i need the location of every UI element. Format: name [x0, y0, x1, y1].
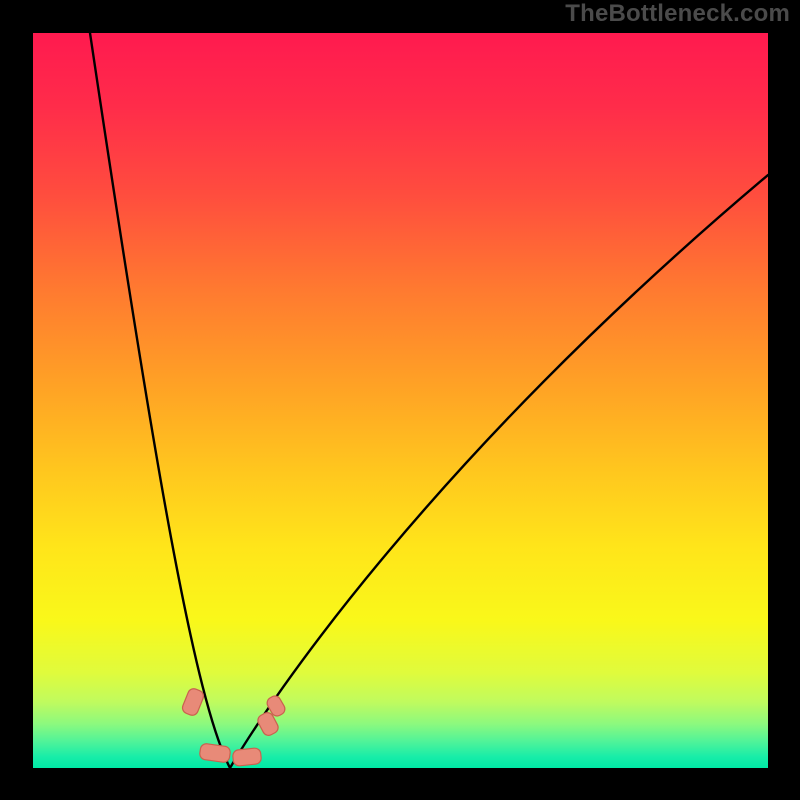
chart-stage: TheBottleneck.com [0, 0, 800, 800]
bottleneck-chart [0, 0, 800, 800]
watermark-text: TheBottleneck.com [565, 0, 790, 28]
plot-background [33, 33, 768, 768]
highlight-marker [199, 743, 231, 763]
highlight-marker [232, 748, 262, 767]
